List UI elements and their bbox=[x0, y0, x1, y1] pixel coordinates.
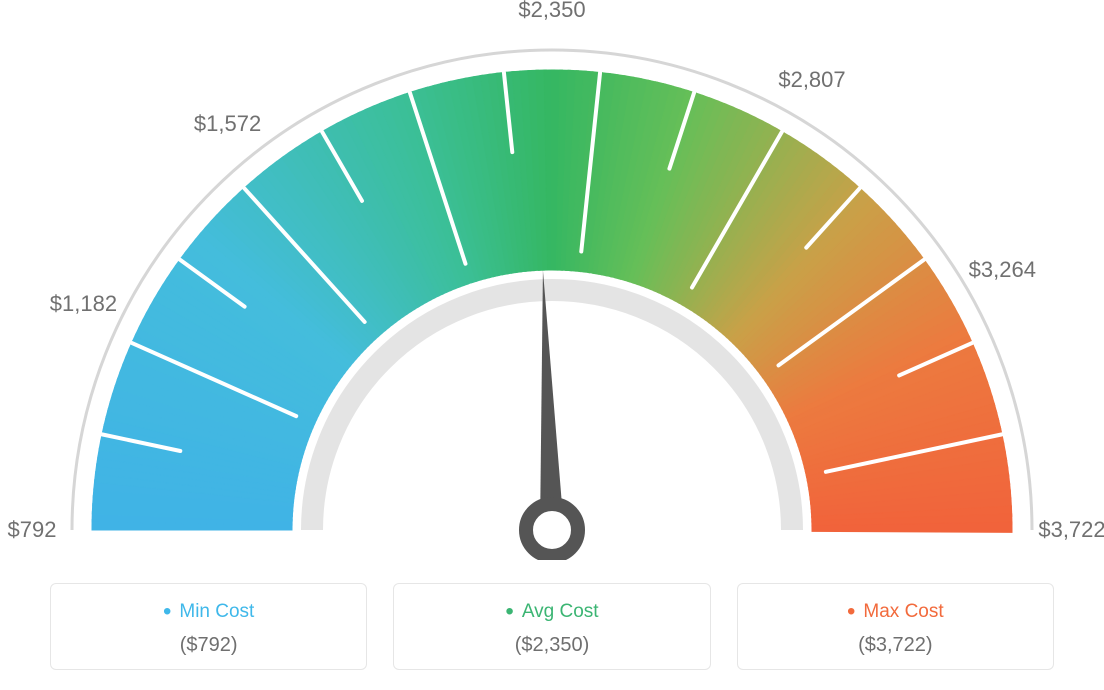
legend-max: Max Cost ($3,722) bbox=[737, 583, 1054, 670]
legend-min: Min Cost ($792) bbox=[50, 583, 367, 670]
legend-row: Min Cost ($792) Avg Cost ($2,350) Max Co… bbox=[50, 583, 1054, 670]
legend-avg-value: ($2,350) bbox=[404, 634, 699, 657]
gauge-tick-label: $2,807 bbox=[778, 67, 845, 93]
gauge-svg bbox=[0, 0, 1104, 560]
gauge-tick-label: $2,350 bbox=[518, 0, 585, 23]
legend-min-label: Min Cost bbox=[61, 598, 356, 626]
gauge-tick-label: $3,264 bbox=[969, 257, 1036, 283]
legend-avg-label: Avg Cost bbox=[404, 598, 699, 626]
legend-min-value: ($792) bbox=[61, 634, 356, 657]
legend-max-value: ($3,722) bbox=[748, 634, 1043, 657]
gauge-tick-label: $1,572 bbox=[194, 111, 261, 137]
legend-avg: Avg Cost ($2,350) bbox=[393, 583, 710, 670]
gauge-tick-label: $1,182 bbox=[50, 291, 117, 317]
legend-max-label: Max Cost bbox=[748, 598, 1043, 626]
gauge-tick-label: $792 bbox=[8, 517, 57, 543]
gauge-tick-label: $3,722 bbox=[1038, 517, 1104, 543]
gauge-chart: $792 $1,182 $1,572 $2,350 $2,807 $3,264 $3,722 bbox=[0, 0, 1104, 560]
